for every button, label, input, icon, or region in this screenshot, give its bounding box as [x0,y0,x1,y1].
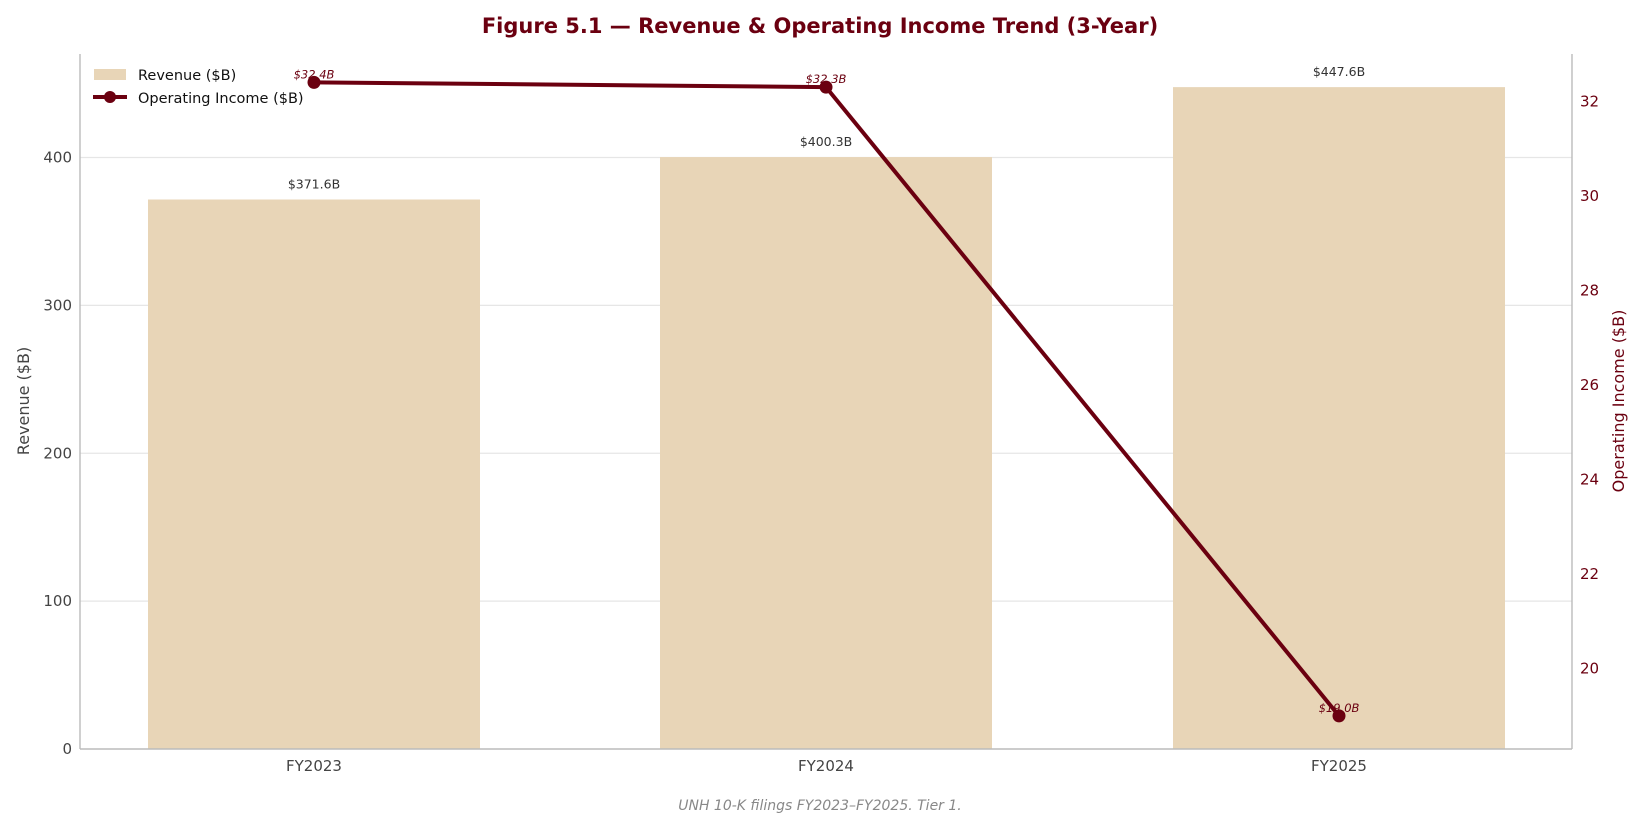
revenue-bars [148,87,1505,750]
revenue-bar [148,199,480,750]
legend-marker-operating-income [104,91,116,103]
y-tick-label-right: 24 [1580,471,1599,489]
y-tick-label-right: 22 [1580,565,1599,583]
revenue-data-label: $447.6B [1313,64,1365,79]
revenue-data-label: $400.3B [800,134,852,149]
legend: Revenue ($B) Operating Income ($B) [93,68,304,107]
operating-income-point [819,80,833,94]
legend-swatch-revenue [94,69,126,80]
y-axis-title-right: Operating Income ($B) [1609,310,1628,493]
legend-label-operating-income: Operating Income ($B) [138,91,304,107]
y-tick-label-right: 26 [1580,376,1599,394]
y-tick-label-left: 400 [43,149,72,167]
operating-income-data-label: $19.0B [1319,701,1360,715]
operating-income-data-label: $32.3B [806,72,847,86]
operating-income-line [307,75,1346,723]
x-tick-label: FY2023 [286,757,342,775]
y-axis-title-left: Revenue ($B) [14,347,33,455]
y-tick-label-right: 32 [1580,92,1599,110]
revenue-data-label: $371.6B [288,177,340,192]
y-tick-label-right: 28 [1580,281,1599,299]
y-tick-label-left: 200 [43,444,72,462]
x-tick-label: FY2025 [1311,757,1367,775]
y-tick-label-right: 30 [1580,187,1599,205]
y-tick-label-right: 20 [1580,660,1599,678]
source-note: UNH 10-K filings FY2023–FY2025. Tier 1. [678,798,962,814]
chart-title: Figure 5.1 — Revenue & Operating Income … [482,14,1158,38]
x-tick-label: FY2024 [798,757,854,775]
axes: 0 100 200 300 400 20 22 24 26 28 30 32 FY2023 FY2024 F… [43,54,1599,775]
y-tick-label-left: 100 [43,592,72,610]
operating-income-data-label: $32.4B [294,67,335,81]
legend-label-revenue: Revenue ($B) [138,68,236,84]
revenue-bar [1173,87,1505,749]
operating-income-point [307,75,321,89]
revenue-bar [660,157,992,749]
operating-income-point [1332,709,1346,723]
y-tick-label-left: 0 [62,740,72,758]
data-labels: $371.6B $400.3B $447.6B $32.4B $32.3B $19.0B [288,64,1365,715]
y-tick-label-left: 300 [43,296,72,314]
